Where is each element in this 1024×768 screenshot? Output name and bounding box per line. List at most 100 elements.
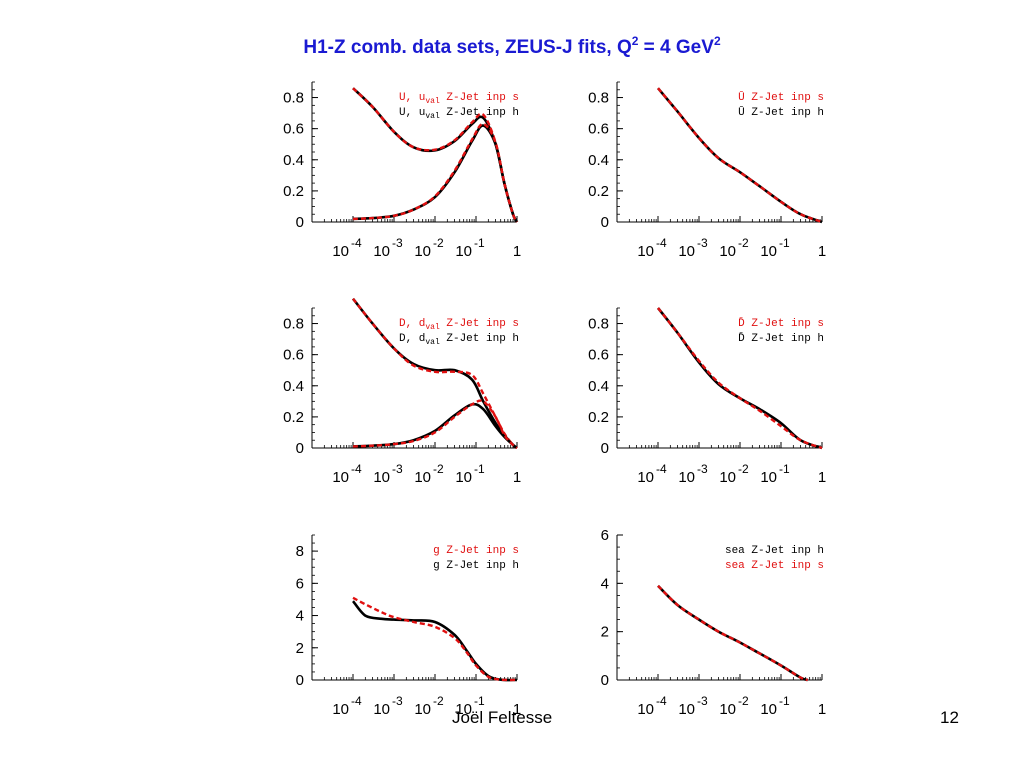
legend-label: g bbox=[433, 545, 440, 557]
legend-label: D, d bbox=[399, 333, 425, 345]
series-line-dashed-3 bbox=[352, 122, 519, 223]
x-tick-exponent: -4 bbox=[656, 694, 667, 708]
title-superscript: 2 bbox=[631, 34, 639, 48]
y-tick-label: 2 bbox=[601, 624, 609, 641]
y-tick-label: 0.8 bbox=[283, 90, 304, 107]
chart-panel-3: 00.20.40.60.810 -4 10 -3 10 -2 10 -1 1D, dval Z-… bbox=[283, 297, 521, 486]
series-line-dashed-1 bbox=[657, 584, 809, 682]
legend-label: U, u bbox=[399, 92, 425, 104]
x-tick-label: 1 bbox=[818, 243, 826, 260]
x-tick-label: 10 -4 bbox=[332, 462, 362, 486]
y-tick-label: 0 bbox=[296, 440, 304, 457]
series-line-dashed-1 bbox=[657, 307, 823, 450]
x-tick-label: 10 -1 bbox=[760, 236, 790, 260]
x-tick-exponent: -3 bbox=[392, 694, 403, 708]
x-tick-label: 10 -2 bbox=[719, 694, 749, 718]
x-tick-exponent: -4 bbox=[656, 236, 667, 250]
x-tick-exponent: -2 bbox=[433, 694, 444, 708]
legend-suffix: Z-Jet inp s bbox=[745, 92, 824, 104]
legend-label: g bbox=[433, 560, 440, 572]
x-tick-base: 1 bbox=[818, 469, 826, 486]
legend-label: Ū bbox=[738, 91, 745, 104]
x-tick-base: 10 bbox=[637, 469, 654, 486]
legend-entry: Ū Z-Jet inp h bbox=[738, 106, 824, 119]
x-tick-exponent: -2 bbox=[738, 694, 749, 708]
x-tick-exponent: -3 bbox=[392, 236, 403, 250]
y-tick-label: 0 bbox=[296, 672, 304, 689]
title-unit-superscript: 2 bbox=[713, 34, 721, 48]
x-tick-base: 10 bbox=[414, 701, 431, 718]
x-tick-exponent: -2 bbox=[433, 236, 444, 250]
y-tick-label: 0.2 bbox=[588, 183, 609, 200]
y-tick-label: 6 bbox=[601, 527, 609, 544]
y-tick-label: 2 bbox=[296, 640, 304, 657]
x-tick-exponent: -4 bbox=[656, 462, 667, 476]
legend-entry: Ū Z-Jet inp s bbox=[738, 91, 824, 104]
x-tick-exponent: -2 bbox=[738, 236, 749, 250]
x-tick-label: 10 -3 bbox=[678, 462, 708, 486]
legend-label: D̄ bbox=[738, 317, 745, 330]
y-tick-label: 8 bbox=[296, 543, 304, 560]
legend-entry: sea Z-Jet inp s bbox=[725, 560, 824, 572]
y-tick-label: 4 bbox=[601, 575, 609, 592]
footer-author: Joël Feltesse bbox=[452, 708, 553, 727]
x-tick-exponent: -2 bbox=[433, 462, 444, 476]
x-tick-label: 10 -3 bbox=[373, 694, 403, 718]
x-tick-base: 10 bbox=[678, 469, 695, 486]
x-tick-base: 10 bbox=[719, 701, 736, 718]
title-text: H1-Z comb. data sets, ZEUS-J fits, Q bbox=[303, 37, 632, 58]
legend-suffix: Z-Jet inp s bbox=[745, 560, 824, 572]
legend-entry: D, dval Z-Jet inp s bbox=[399, 318, 519, 332]
x-tick-label: 10 -2 bbox=[414, 236, 444, 260]
x-tick-base: 10 bbox=[373, 469, 390, 486]
x-tick-base: 10 bbox=[678, 701, 695, 718]
legend-entry: sea Z-Jet inp h bbox=[725, 545, 824, 557]
x-tick-base: 10 bbox=[719, 243, 736, 260]
series-line-solid-0 bbox=[351, 600, 518, 682]
legend-label: D̄ bbox=[738, 332, 745, 345]
x-tick-base: 10 bbox=[373, 701, 390, 718]
x-tick-label: 10 -4 bbox=[637, 694, 667, 718]
legend-entry: U, uval Z-Jet inp s bbox=[399, 92, 519, 106]
x-tick-exponent: -1 bbox=[474, 462, 485, 476]
series-line-dashed-1 bbox=[352, 596, 518, 682]
slide-title: H1-Z comb. data sets, ZEUS-J fits, Q2 = … bbox=[0, 34, 1024, 59]
series-line-dashed-3 bbox=[352, 399, 518, 449]
x-tick-label: 1 bbox=[513, 701, 521, 718]
legend-suffix: Z-Jet inp h bbox=[745, 545, 824, 557]
y-tick-label: 0.8 bbox=[283, 316, 304, 333]
x-tick-base: 10 bbox=[637, 243, 654, 260]
x-tick-label: 10 -1 bbox=[455, 462, 485, 486]
y-tick-label: 0.6 bbox=[588, 347, 609, 364]
x-tick-exponent: -1 bbox=[474, 236, 485, 250]
legend-label: U, u bbox=[399, 107, 425, 119]
legend-subscript: val bbox=[425, 97, 440, 106]
x-tick-base: 1 bbox=[513, 469, 521, 486]
x-tick-label: 10 -4 bbox=[332, 236, 362, 260]
x-tick-base: 1 bbox=[513, 701, 521, 718]
y-tick-label: 0.4 bbox=[283, 152, 304, 169]
series-line-solid-0 bbox=[657, 584, 809, 682]
legend-label: sea bbox=[725, 560, 745, 572]
y-tick-label: 4 bbox=[296, 608, 304, 625]
legend-label: Ū bbox=[738, 106, 745, 119]
x-tick-label: 10 -1 bbox=[760, 694, 790, 718]
x-tick-base: 10 bbox=[414, 469, 431, 486]
x-tick-base: 1 bbox=[818, 701, 826, 718]
x-tick-label: 10 -1 bbox=[455, 236, 485, 260]
x-tick-label: 10 -3 bbox=[678, 694, 708, 718]
legend-subscript: val bbox=[425, 323, 440, 332]
x-tick-exponent: -3 bbox=[392, 462, 403, 476]
legend-suffix: Z-Jet inp s bbox=[745, 318, 824, 330]
x-tick-exponent: -3 bbox=[697, 236, 708, 250]
x-tick-label: 1 bbox=[513, 469, 521, 486]
x-tick-base: 10 bbox=[332, 469, 349, 486]
legend-entry: g Z-Jet inp s bbox=[433, 545, 519, 557]
legend-suffix: Z-Jet inp s bbox=[440, 318, 519, 330]
x-tick-base: 10 bbox=[332, 701, 349, 718]
legend-suffix: Z-Jet inp h bbox=[440, 560, 519, 572]
chart-panel-2: 00.20.40.60.810 -4 10 -3 10 -2 10 -1 1Ū Z-Jet in… bbox=[588, 81, 826, 260]
